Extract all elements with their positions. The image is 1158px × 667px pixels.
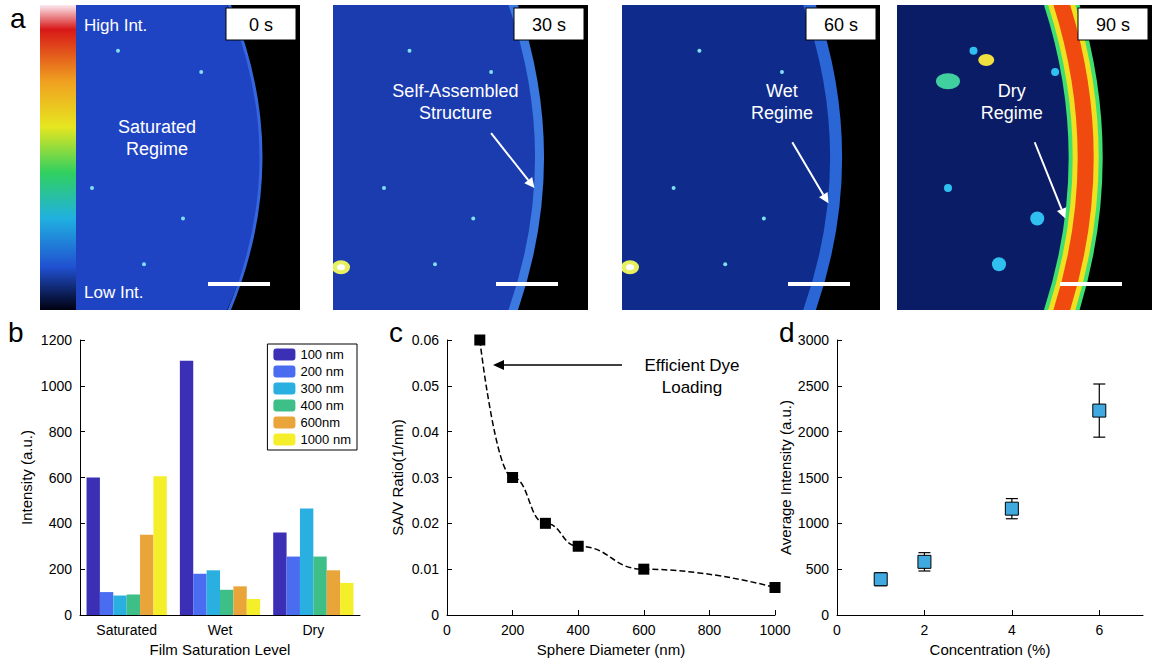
svg-text:600: 600 (632, 622, 656, 638)
svg-text:1200: 1200 (41, 332, 72, 348)
svg-text:1000: 1000 (41, 378, 72, 394)
svg-text:Low Int.: Low Int. (84, 283, 144, 302)
svg-text:400: 400 (49, 515, 73, 531)
svg-text:WetRegime: WetRegime (751, 81, 813, 123)
svg-text:2000: 2000 (798, 424, 829, 440)
svg-text:0.02: 0.02 (412, 515, 439, 531)
svg-text:Film Saturation Level: Film Saturation Level (150, 641, 291, 658)
svg-text:b: b (8, 318, 24, 348)
svg-text:0: 0 (64, 607, 72, 623)
svg-text:0: 0 (821, 607, 829, 623)
svg-text:800: 800 (49, 424, 73, 440)
svg-text:Loading: Loading (662, 378, 723, 397)
svg-text:SaturatedRegime: SaturatedRegime (118, 117, 196, 159)
svg-text:Dry: Dry (302, 622, 324, 638)
svg-text:500: 500 (806, 561, 830, 577)
svg-text:c: c (389, 318, 403, 348)
svg-text:Self-AssembledStructure: Self-AssembledStructure (392, 81, 518, 123)
svg-text:1000: 1000 (798, 515, 829, 531)
svg-text:0.06: 0.06 (412, 332, 439, 348)
svg-text:d: d (779, 318, 795, 348)
svg-text:0: 0 (833, 622, 841, 638)
svg-text:90 s: 90 s (1096, 15, 1130, 35)
svg-text:0: 0 (443, 622, 451, 638)
svg-text:0: 0 (431, 607, 439, 623)
svg-text:200: 200 (501, 622, 525, 638)
svg-text:4: 4 (1008, 622, 1016, 638)
svg-text:600: 600 (49, 470, 73, 486)
svg-text:0.04: 0.04 (412, 424, 439, 440)
svg-text:60 s: 60 s (824, 15, 858, 35)
svg-text:a: a (10, 3, 26, 34)
svg-text:0 s: 0 s (249, 15, 273, 35)
svg-text:SA/V Ratio(1/nm): SA/V Ratio(1/nm) (389, 419, 406, 536)
svg-text:High Int.: High Int. (84, 16, 147, 35)
svg-text:Concentration (%): Concentration (%) (930, 641, 1051, 658)
svg-text:2500: 2500 (798, 378, 829, 394)
svg-text:30 s: 30 s (532, 15, 566, 35)
svg-text:400 nm: 400 nm (300, 398, 343, 413)
svg-text:3000: 3000 (798, 332, 829, 348)
svg-text:0.01: 0.01 (412, 561, 439, 577)
svg-text:1000 nm: 1000 nm (300, 432, 351, 447)
svg-text:Average Intensity (a.u.): Average Intensity (a.u.) (777, 400, 794, 555)
svg-text:Saturated: Saturated (96, 622, 157, 638)
svg-text:200: 200 (49, 561, 73, 577)
svg-text:300 nm: 300 nm (300, 381, 343, 396)
svg-text:6: 6 (1095, 622, 1103, 638)
svg-text:DryRegime: DryRegime (981, 81, 1043, 123)
svg-text:Sphere Diameter (nm): Sphere Diameter (nm) (537, 641, 685, 658)
svg-text:Efficient Dye: Efficient Dye (644, 356, 739, 375)
svg-text:1500: 1500 (798, 470, 829, 486)
svg-text:200 nm: 200 nm (300, 364, 343, 379)
svg-text:2: 2 (921, 622, 929, 638)
svg-text:100 nm: 100 nm (300, 347, 343, 362)
svg-text:600nm: 600nm (300, 415, 340, 430)
svg-text:400: 400 (567, 622, 591, 638)
svg-text:1000: 1000 (759, 622, 790, 638)
svg-text:800: 800 (698, 622, 722, 638)
svg-text:0.05: 0.05 (412, 378, 439, 394)
svg-text:0.03: 0.03 (412, 470, 439, 486)
svg-text:Wet: Wet (208, 622, 233, 638)
svg-text:Intensity (a.u.): Intensity (a.u.) (18, 430, 35, 525)
